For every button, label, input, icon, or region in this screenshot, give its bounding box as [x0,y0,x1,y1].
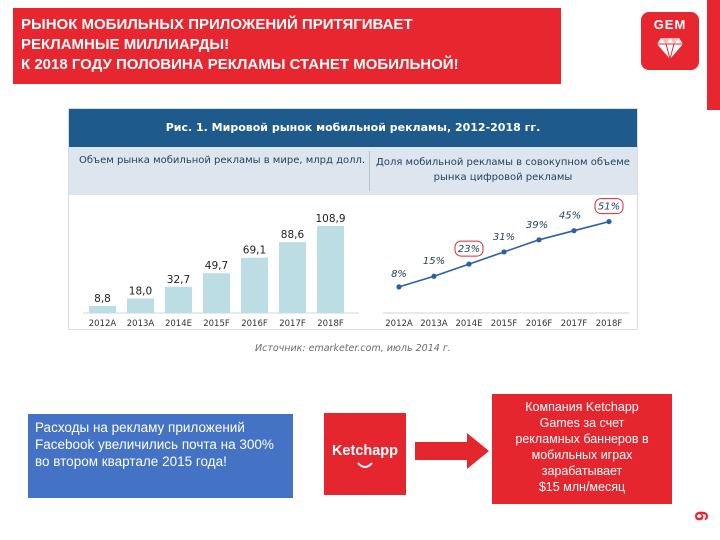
ketchapp-line-6: $15 млн/месяц [538,480,626,494]
line-point-4 [536,237,542,243]
ketchapp-logo-text: Ketchapp [331,443,399,459]
line-value-label-1: 15% [423,256,445,267]
line-tick-label-0: 2012А [385,319,413,329]
line-value-label-0: 8% [391,269,407,280]
bar-value-label-6: 108,9 [315,213,345,225]
ketchapp-line-4: мобильных играх [531,448,633,462]
bar-6 [317,225,344,313]
figure-header: Рис. 1. Мировой рынок мобильной рекламы,… [69,109,637,147]
ketchapp-logo: Ketchapp [324,413,406,495]
market-figure: Рис. 1. Мировой рынок мобильной рекламы,… [68,108,638,330]
title-line-2: РЕКЛАМНЫЕ МИЛЛИАРДЫ! [21,36,230,53]
bar-5 [279,242,306,313]
line-tick-label-4: 2016F [526,319,553,329]
subheader-divider [369,151,370,191]
ketchapp-line-2: Games за счет [539,416,625,430]
line-value-label-6: 51% [598,202,620,213]
bar-3 [203,273,230,313]
bar-0 [89,305,116,313]
line-tick-label-1: 2013А [420,319,448,329]
bar-value-label-1: 18,0 [129,286,152,298]
ketchapp-line-5: зарабатывает [541,464,623,478]
bar-value-label-3: 49,7 [205,260,228,272]
line-point-2 [466,261,472,267]
title-line-1: РЫНОК МОБИЛЬНЫХ ПРИЛОЖЕНИЙ ПРИТЯГИВАЕТ [21,16,413,33]
source-note: Источник: emarketer.com, июль 2014 г. [255,343,451,354]
line-value-label-5: 45% [559,211,581,222]
bar-value-label-5: 88,6 [281,229,305,241]
facebook-stat-box: Расходы на рекламу приложений Facebook у… [28,414,293,498]
line-tick-label-2: 2014Е [455,319,482,329]
line-value-label-2: 23% [458,244,480,255]
bar-tick-label-3: 2015F [203,319,230,329]
page-number: 9 [692,511,712,522]
ketchapp-stat-box: Компания Ketchapp Games за счет рекламны… [492,394,672,504]
highlight-frame-2 [454,240,484,257]
bar-tick-label-2: 2014Е [165,319,192,329]
title-banner: РЫНОК МОБИЛЬНЫХ ПРИЛОЖЕНИЙ ПРИТЯГИВАЕТ Р… [13,8,561,84]
arrow-right-icon [415,433,489,469]
bar-value-label-0: 8,8 [94,293,111,305]
bar-value-label-4: 69,1 [243,245,266,257]
figure-subheader: Объем рынка мобильной рекламы в мире, мл… [69,147,637,195]
right-accent-bar [707,0,720,110]
bar-1 [127,298,154,313]
line-point-3 [501,249,507,255]
left-chart-subtitle: Объем рынка мобильной рекламы в мире, мл… [79,155,366,166]
line-tick-label-6: 2018F [596,319,623,329]
line-value-label-3: 31% [493,232,515,243]
bar-tick-label-5: 2017F [279,319,306,329]
gem-logo: GEM [641,12,699,70]
charts-area: 8,8 2012А 18,0 2013А 32,7 2014Е 49,7 2015F 69,1 2… [83,198,629,329]
line-tick-label-5: 2017F [561,319,588,329]
bar-tick-label-1: 2013А [127,319,155,329]
smile-icon [357,462,373,468]
bar-tick-label-0: 2012А [89,319,117,329]
line-value-label-4: 39% [526,220,548,231]
logo-text: GEM [653,17,687,32]
bar-4 [241,257,268,313]
line-point-5 [571,228,577,234]
diamond-icon [657,38,683,60]
line-point-1 [431,273,437,279]
bar-tick-label-6: 2018F [317,319,344,329]
highlight-frame-6 [594,198,624,215]
line-point-0 [396,284,402,290]
ketchapp-line-3: рекламных баннеров в [515,432,649,446]
title-line-3: К 2018 ГОДУ ПОЛОВИНА РЕКЛАМЫ СТАНЕТ МОБИ… [21,56,459,73]
bar-2 [165,286,192,313]
bar-value-label-2: 32,7 [167,274,190,286]
line-tick-label-3: 2015F [491,319,518,329]
ketchapp-line-1: Компания Ketchapp [525,400,639,414]
bar-tick-label-4: 2016F [241,319,268,329]
right-chart-subtitle: Доля мобильной рекламы в совокупном объе… [376,157,630,183]
line-point-6 [606,218,612,225]
